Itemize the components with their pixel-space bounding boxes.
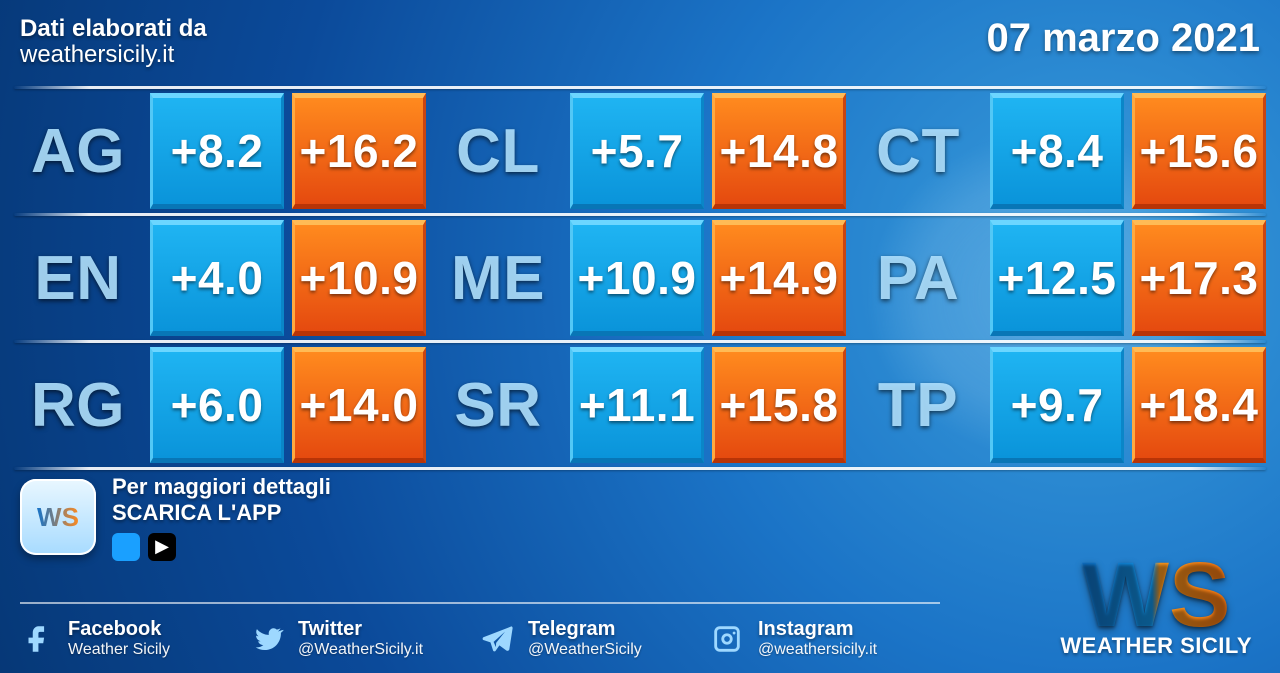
temp-min: +10.9 [570, 220, 704, 336]
province-code: EN [14, 220, 142, 336]
app-download-cta: WS Per maggiori dettagli SCARICA L'APP ▶ [20, 474, 331, 561]
store-badges: ▶ [112, 533, 331, 561]
telegram-icon [480, 622, 514, 656]
province-code: AG [14, 93, 142, 209]
temp-max: +18.4 [1132, 347, 1266, 463]
temp-max: +15.8 [712, 347, 846, 463]
social-name: Twitter [298, 618, 423, 641]
social-handle: Weather Sicily [68, 641, 170, 659]
social-handle: @WeatherSicily [528, 641, 642, 659]
temp-min: +4.0 [150, 220, 284, 336]
temp-max: +14.9 [712, 220, 846, 336]
temp-max: +16.2 [292, 93, 426, 209]
social-handle: @weathersicily.it [758, 641, 877, 659]
temp-min: +8.4 [990, 93, 1124, 209]
social-links: Facebook Weather Sicily Twitter @Weather… [20, 602, 940, 659]
divider [14, 213, 1266, 216]
source-line1: Dati elaborati da [20, 16, 207, 42]
social-name: Telegram [528, 618, 642, 641]
table-row: AG +8.2 +16.2 CL +5.7 +14.8 CT +8.4 +15.… [14, 93, 1266, 209]
divider [14, 467, 1266, 470]
cta-line1: Per maggiori dettagli [112, 474, 331, 500]
appstore-icon [112, 533, 140, 561]
instagram-icon [710, 622, 744, 656]
province-code: PA [854, 220, 982, 336]
social-instagram: Instagram @weathersicily.it [710, 618, 890, 659]
province-code: SR [434, 347, 562, 463]
province-code: RG [14, 347, 142, 463]
social-labels: Facebook Weather Sicily [68, 618, 170, 659]
social-labels: Twitter @WeatherSicily.it [298, 618, 423, 659]
temp-min: +6.0 [150, 347, 284, 463]
temp-min: +9.7 [990, 347, 1124, 463]
brand-logo: WS WEATHER SICILY [1060, 558, 1252, 659]
temp-max: +14.0 [292, 347, 426, 463]
source-credit: Dati elaborati da weathersicily.it [20, 16, 207, 69]
temp-max: +14.8 [712, 93, 846, 209]
temp-max: +15.6 [1132, 93, 1266, 209]
social-name: Instagram [758, 618, 877, 641]
divider [14, 340, 1266, 343]
social-telegram: Telegram @WeatherSicily [480, 618, 660, 659]
province-code: CT [854, 93, 982, 209]
social-name: Facebook [68, 618, 170, 641]
social-handle: @WeatherSicily.it [298, 641, 423, 659]
temp-min: +5.7 [570, 93, 704, 209]
playstore-icon: ▶ [148, 533, 176, 561]
cta-text: Per maggiori dettagli SCARICA L'APP ▶ [112, 474, 331, 561]
social-labels: Instagram @weathersicily.it [758, 618, 877, 659]
social-twitter: Twitter @WeatherSicily.it [250, 618, 430, 659]
temp-min: +12.5 [990, 220, 1124, 336]
province-code: CL [434, 93, 562, 209]
logo-text: WS [1060, 558, 1252, 633]
twitter-icon [250, 622, 284, 656]
social-facebook: Facebook Weather Sicily [20, 618, 200, 659]
table-row: RG +6.0 +14.0 SR +11.1 +15.8 TP +9.7 +18… [14, 347, 1266, 463]
social-labels: Telegram @WeatherSicily [528, 618, 642, 659]
cta-line2: SCARICA L'APP [112, 500, 331, 526]
header: Dati elaborati da weathersicily.it 07 ma… [20, 16, 1260, 69]
date-label: 07 marzo 2021 [986, 16, 1260, 61]
app-icon-text: WS [37, 502, 79, 533]
province-code: ME [434, 220, 562, 336]
temp-max: +17.3 [1132, 220, 1266, 336]
temp-max: +10.9 [292, 220, 426, 336]
facebook-icon [20, 622, 54, 656]
province-code: TP [854, 347, 982, 463]
divider [14, 86, 1266, 89]
temp-min: +11.1 [570, 347, 704, 463]
table-row: EN +4.0 +10.9 ME +10.9 +14.9 PA +12.5 +1… [14, 220, 1266, 336]
app-icon: WS [20, 479, 96, 555]
temperature-grid: AG +8.2 +16.2 CL +5.7 +14.8 CT +8.4 +15.… [14, 86, 1266, 470]
source-line2: weathersicily.it [20, 42, 207, 68]
temp-min: +8.2 [150, 93, 284, 209]
